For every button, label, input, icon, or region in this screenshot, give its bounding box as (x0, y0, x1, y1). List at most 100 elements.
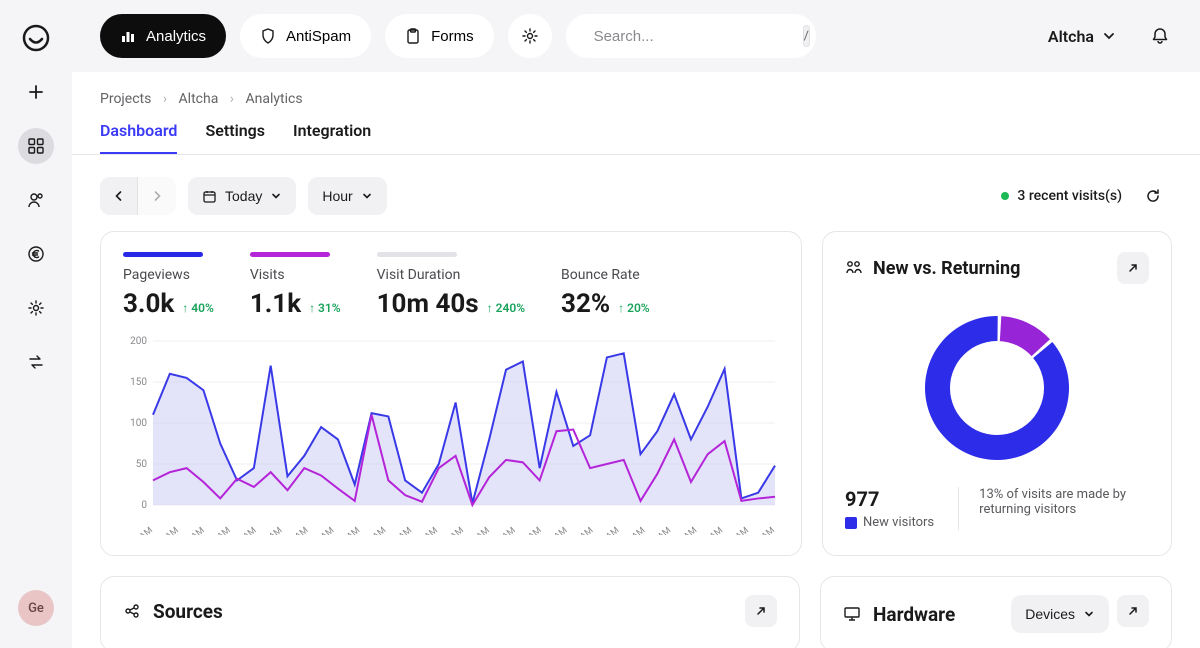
tab-forms[interactable]: Forms (385, 14, 494, 58)
metric-label: Visits (250, 267, 341, 283)
clipboard-icon (405, 28, 421, 44)
workspace-name: Altcha (1048, 27, 1094, 46)
recent-visits: 3 recent visits(s) (1001, 188, 1122, 204)
expand-icon (754, 604, 768, 618)
svg-text:12AM: 12AM (571, 526, 596, 535)
svg-text:100: 100 (130, 418, 147, 429)
svg-text:12AM: 12AM (312, 526, 337, 535)
users-icon (845, 259, 863, 277)
date-label: Today (225, 188, 262, 204)
metric-delta: ↑ 40% (182, 301, 214, 315)
chevron-down-icon (361, 190, 373, 202)
expand-button[interactable] (745, 595, 777, 627)
plus-icon (28, 84, 44, 100)
prev-button[interactable] (100, 177, 138, 215)
avatar[interactable]: Ge (18, 590, 54, 626)
chevron-right-icon (151, 190, 163, 202)
sidebar-item-add[interactable] (18, 74, 54, 110)
metric-value: 3.0k (123, 289, 174, 319)
timeseries-chart: 05010015020012AM12AM12AM12AM12AM12AM12AM… (123, 335, 779, 535)
svg-text:12AM: 12AM (752, 526, 777, 535)
expand-icon (1126, 604, 1140, 618)
expand-button[interactable] (1117, 595, 1149, 627)
breadcrumb-item: Analytics (246, 91, 303, 107)
hardware-select[interactable]: Devices (1011, 595, 1109, 633)
expand-icon (1126, 261, 1140, 275)
sidebar-item-settings[interactable] (18, 290, 54, 326)
status-dot-icon (1001, 192, 1009, 200)
next-button[interactable] (138, 177, 176, 215)
tab-antispam[interactable]: AntiSpam (240, 14, 371, 58)
workspace-switcher[interactable]: Altcha (1048, 27, 1116, 46)
svg-text:12AM: 12AM (389, 526, 414, 535)
tab-analytics[interactable]: Analytics (100, 14, 226, 58)
metric-delta: ↑ 31% (309, 301, 341, 315)
chevron-down-icon (270, 190, 282, 202)
granularity-label: Hour (322, 188, 352, 204)
svg-text:12AM: 12AM (286, 526, 311, 535)
subtab-integration[interactable]: Integration (293, 121, 371, 154)
bell-icon (1150, 26, 1170, 46)
metric-delta: ↑ 240% (487, 301, 525, 315)
subtabs: Dashboard Settings Integration (72, 107, 1200, 155)
hardware-select-label: Devices (1025, 606, 1075, 622)
svg-text:12AM: 12AM (182, 526, 207, 535)
svg-text:12AM: 12AM (208, 526, 233, 535)
search-input[interactable] (594, 28, 793, 45)
sources-card: Sources (100, 576, 800, 648)
metric-bar (123, 252, 203, 257)
breadcrumb-item[interactable]: Altcha (179, 91, 219, 107)
refresh-button[interactable] (1134, 177, 1172, 215)
svg-text:12AM: 12AM (338, 526, 363, 535)
date-picker[interactable]: Today (188, 177, 296, 215)
chart-icon (120, 28, 136, 44)
svg-text:12AM: 12AM (130, 526, 155, 535)
tab-label: Analytics (146, 28, 206, 45)
refresh-icon (1145, 188, 1161, 204)
svg-text:0: 0 (141, 500, 147, 511)
breadcrumb-item[interactable]: Projects (100, 91, 151, 107)
topbar-settings-button[interactable] (508, 14, 552, 58)
metric[interactable]: Pageviews3.0k↑ 40% (123, 252, 214, 319)
metric[interactable]: Bounce Rate32%↑ 20% (561, 252, 650, 319)
donut-chart (917, 308, 1077, 468)
search[interactable]: / (566, 14, 816, 58)
topbar: Analytics AntiSpam Forms / Altcha (72, 0, 1200, 72)
expand-button[interactable] (1117, 252, 1149, 284)
subtab-dashboard[interactable]: Dashboard (100, 121, 177, 154)
svg-text:12AM: 12AM (156, 526, 181, 535)
metric-value: 10m 40s (377, 289, 479, 319)
svg-text:12AM: 12AM (234, 526, 259, 535)
grid-icon (28, 138, 44, 154)
metric[interactable]: Visits1.1k↑ 31% (250, 252, 341, 319)
new-visitors-count: 977 (845, 487, 934, 511)
metric[interactable]: Visit Duration10m 40s↑ 240% (377, 252, 525, 319)
svg-text:12AM: 12AM (649, 526, 674, 535)
search-shortcut: / (803, 25, 810, 47)
shield-icon (260, 28, 276, 44)
calendar-icon (202, 189, 217, 204)
svg-text:12AM: 12AM (700, 526, 725, 535)
euro-icon (27, 245, 45, 263)
gear-icon (27, 299, 45, 317)
chevron-left-icon (113, 190, 125, 202)
sidebar-item-users[interactable] (18, 182, 54, 218)
card-title: New vs. Returning (873, 258, 1020, 279)
share-icon (123, 602, 141, 620)
sidebar-item-transfer[interactable] (18, 344, 54, 380)
gear-icon (521, 27, 539, 45)
svg-text:12AM: 12AM (441, 526, 466, 535)
granularity-picker[interactable]: Hour (308, 177, 386, 215)
logo (18, 20, 54, 56)
sidebar-item-grid[interactable] (18, 128, 54, 164)
svg-text:200: 200 (130, 336, 147, 347)
notifications-button[interactable] (1148, 24, 1172, 48)
tab-label: AntiSpam (286, 28, 351, 45)
svg-text:12AM: 12AM (415, 526, 440, 535)
hardware-card: Hardware Devices (820, 576, 1172, 648)
sidebar-item-billing[interactable] (18, 236, 54, 272)
subtab-settings[interactable]: Settings (205, 121, 265, 154)
users-icon (27, 191, 45, 209)
chevron-down-icon (1083, 608, 1095, 620)
breadcrumb: Projects › Altcha › Analytics (72, 73, 1200, 107)
